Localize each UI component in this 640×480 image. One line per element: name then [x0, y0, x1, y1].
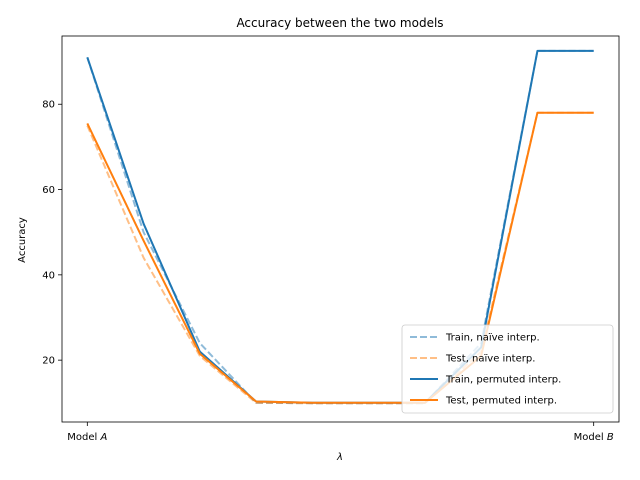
legend-box: [401, 324, 614, 414]
y-tick-label: 40: [42, 270, 55, 281]
series-layer: [86, 49, 594, 405]
y-axis-ticks: 20 40 60 80: [42, 100, 62, 367]
legend-label-2: Test, naïve interp.: [445, 354, 535, 365]
legend-label-4: Test, permuted interp.: [445, 396, 557, 407]
legend-label-1: Train, naïve interp.: [445, 333, 540, 344]
series-line-4: [86, 111, 594, 404]
x-axis-label: λ: [336, 452, 343, 463]
chart-title: Accuracy between the two models: [236, 16, 443, 30]
plot-area: [61, 35, 620, 423]
y-tick-label: 20: [42, 356, 55, 367]
x-tick-label: Model B: [574, 432, 614, 443]
legend: Train, naïve interp. Test, naïve interp. T…: [401, 324, 614, 414]
y-tick-label: 80: [42, 100, 55, 111]
y-axis-label: Accuracy: [17, 217, 28, 263]
y-tick-label: 60: [42, 185, 55, 196]
x-tick-label: Model A: [67, 432, 107, 443]
legend-label-3: Train, permuted interp.: [445, 375, 561, 386]
x-axis-ticks: Model A Model B: [67, 422, 614, 443]
